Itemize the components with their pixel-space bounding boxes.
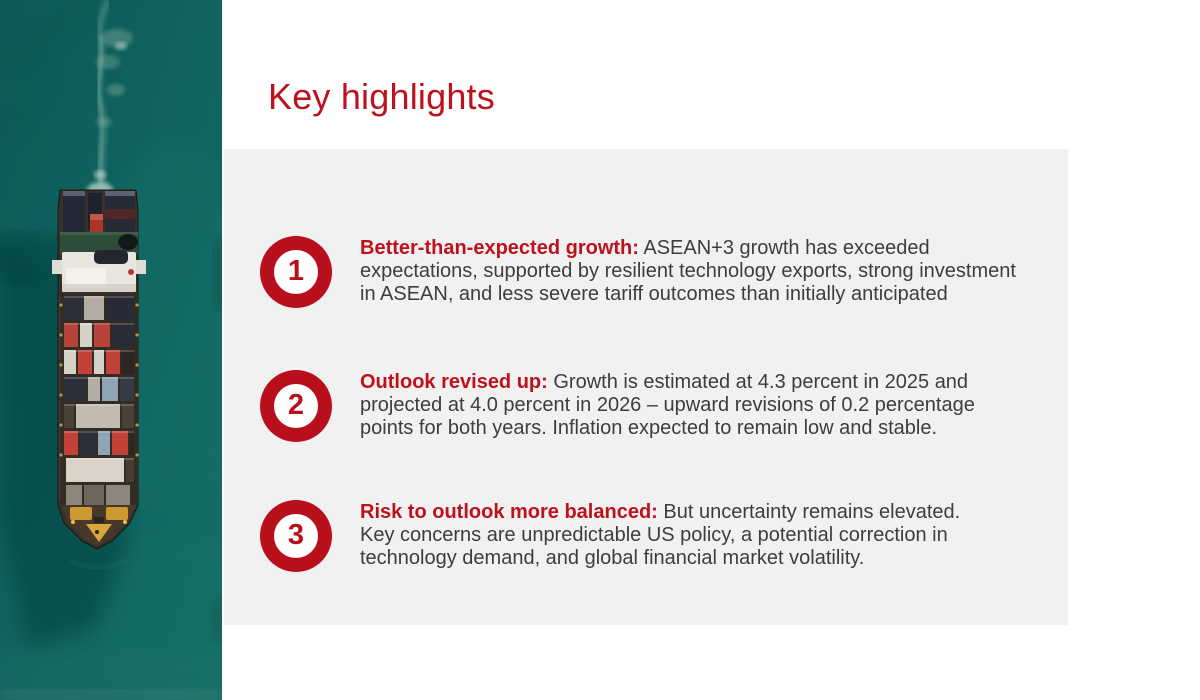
badge-number: 3 xyxy=(287,519,305,551)
highlight-item-1: 1 Better-than-expected growth: ASEAN+3 g… xyxy=(260,217,1016,326)
number-badge-2-inner: 2 xyxy=(274,383,318,428)
highlight-line: ASEAN+3 growth has exceeded xyxy=(638,237,930,259)
highlight-line: expectations, supported by resilient tec… xyxy=(360,260,1016,282)
highlight-line: Key concerns are unpredictable US policy… xyxy=(360,524,948,546)
highlight-line: in ASEAN, and less severe tariff outcome… xyxy=(360,283,948,305)
highlights-panel: 1 Better-than-expected growth: ASEAN+3 g… xyxy=(224,149,1068,625)
highlight-text-3: Risk to outlook more balanced: But uncer… xyxy=(360,501,960,570)
highlight-item-2: 2 Outlook revised up: Growth is estimate… xyxy=(260,351,975,460)
highlight-lead-1: Better-than-expected growth: xyxy=(360,237,639,259)
ship-illustration xyxy=(0,0,222,700)
highlight-line: Growth is estimated at 4.3 percent in 20… xyxy=(547,371,969,393)
highlight-line: points for both years. Inflation expecte… xyxy=(360,417,938,439)
number-badge-1: 1 xyxy=(260,235,332,308)
highlight-lead-2: Outlook revised up: xyxy=(360,371,548,393)
badge-number: 1 xyxy=(287,255,305,287)
highlight-text-1: Better-than-expected growth: ASEAN+3 gro… xyxy=(360,237,1016,306)
number-badge-3-inner: 3 xyxy=(274,513,318,558)
badge-number: 2 xyxy=(287,389,305,421)
page-title: Key highlights xyxy=(268,76,495,117)
number-badge-2: 2 xyxy=(260,369,332,442)
number-badge-1-inner: 1 xyxy=(274,249,318,294)
highlight-item-3: 3 Risk to outlook more balanced: But unc… xyxy=(260,481,960,590)
highlight-lead-3: Risk to outlook more balanced: xyxy=(360,501,658,523)
highlight-line: But uncertainty remains elevated. xyxy=(657,501,961,523)
highlight-text-2: Outlook revised up: Growth is estimated … xyxy=(360,371,975,440)
number-badge-3: 3 xyxy=(260,499,332,572)
highlight-line: projected at 4.0 percent in 2026 – upwar… xyxy=(360,394,975,416)
ship-photo xyxy=(0,0,222,700)
highlight-line: technology demand, and global financial … xyxy=(360,547,865,569)
